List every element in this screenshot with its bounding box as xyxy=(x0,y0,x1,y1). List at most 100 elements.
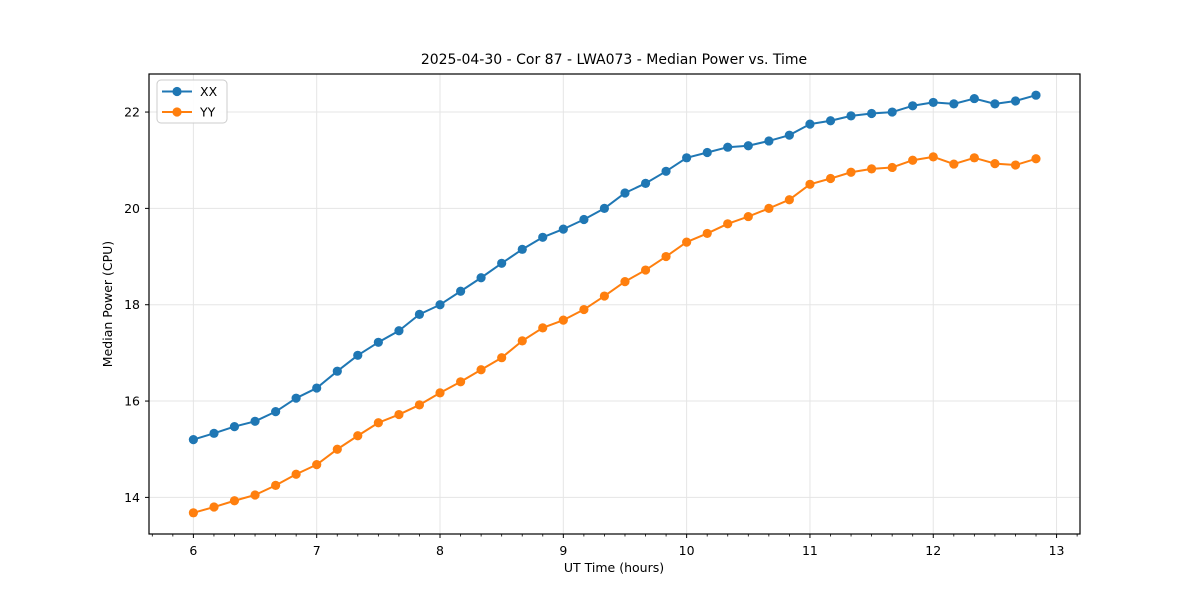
series-xx-marker xyxy=(1010,96,1021,106)
grid xyxy=(149,74,1080,534)
x-tick-label: 12 xyxy=(925,543,941,558)
series-xx-marker xyxy=(805,119,815,129)
series-yy-marker xyxy=(579,304,589,315)
y-axis-label: Median Power (CPU) xyxy=(100,241,115,367)
series-yy-marker xyxy=(908,155,918,165)
series-yy-line xyxy=(193,155,1037,514)
series-yy-marker xyxy=(743,211,753,222)
series-xx-marker xyxy=(188,434,198,445)
series-xx-marker xyxy=(209,428,219,438)
series-yy-marker xyxy=(846,167,856,177)
series-yy-marker xyxy=(250,490,260,500)
y-tick-label: 18 xyxy=(124,297,140,312)
x-tick-label: 11 xyxy=(802,543,818,558)
series-xx-marker xyxy=(908,101,918,111)
series-yy-marker xyxy=(867,164,877,174)
series-xx-marker xyxy=(517,244,527,254)
series-yy-marker xyxy=(887,162,897,173)
series-yy-marker xyxy=(702,228,712,239)
legend-label-xx: XX xyxy=(200,84,218,99)
x-tick-label: 10 xyxy=(679,543,695,558)
y-tick-label: 20 xyxy=(124,201,140,216)
axes: 6 7 8 9 10 11 12 13 14 16 18 20 22 xyxy=(124,105,1078,558)
series-yy-marker xyxy=(476,365,486,375)
series-yy-marker xyxy=(784,195,794,205)
series-xx-marker xyxy=(312,383,322,393)
series-yy-marker xyxy=(825,173,836,184)
series-yy-marker xyxy=(661,251,671,262)
legend-label-yy: YY xyxy=(199,105,216,120)
y-tick-label: 16 xyxy=(124,394,140,409)
series-yy-marker xyxy=(599,291,609,301)
legend-marker-yy xyxy=(172,107,182,117)
series-yy-marker xyxy=(497,353,507,363)
series-yy xyxy=(188,152,1041,518)
x-tick-label: 6 xyxy=(189,543,197,558)
series-xx-marker xyxy=(229,421,240,432)
series-xx-marker xyxy=(784,130,794,140)
series-xx-marker xyxy=(271,407,281,417)
series-yy-marker xyxy=(373,418,383,428)
series-xx-marker xyxy=(990,99,1000,109)
series-yy-marker xyxy=(723,219,733,229)
series-xx-marker xyxy=(661,166,671,176)
series-yy-marker xyxy=(949,159,959,169)
series-xx-marker xyxy=(949,99,959,109)
x-tick-label: 9 xyxy=(559,543,567,558)
series-yy-marker xyxy=(640,265,651,275)
legend-marker-xx xyxy=(172,86,182,97)
series-yy-marker xyxy=(394,409,404,420)
series-yy-marker xyxy=(538,323,548,333)
series-xx-marker xyxy=(599,203,609,213)
series-yy-marker xyxy=(928,152,938,162)
series-xx-marker xyxy=(743,141,753,151)
series-yy-marker xyxy=(764,203,774,213)
series-xx-marker xyxy=(476,273,486,283)
series-xx-marker xyxy=(353,350,363,360)
series-yy-marker xyxy=(312,460,322,470)
series-yy-marker xyxy=(332,444,342,454)
x-tick-label: 13 xyxy=(1049,543,1065,558)
series-yy-marker xyxy=(1010,160,1021,170)
series-xx-marker xyxy=(291,393,301,403)
series-xx-marker xyxy=(640,178,651,188)
series-xx-marker xyxy=(579,214,589,225)
series-yy-marker xyxy=(353,431,363,441)
series-yy-marker xyxy=(990,158,1000,169)
series-xx-marker xyxy=(250,416,260,426)
series-xx-marker xyxy=(456,286,466,296)
series-yy-marker xyxy=(620,277,630,287)
series-yy-marker xyxy=(188,508,198,518)
series-xx-marker xyxy=(682,153,692,163)
series-xx xyxy=(188,90,1041,445)
series-yy-marker xyxy=(805,179,815,189)
series-xx-marker xyxy=(1031,90,1041,100)
series-layer xyxy=(188,90,1041,518)
series-xx-marker xyxy=(887,107,897,117)
x-tick-label: 7 xyxy=(313,543,321,558)
chart-title: 2025-04-30 - Cor 87 - LWA073 - Median Po… xyxy=(421,52,807,68)
y-tick-label: 14 xyxy=(124,490,140,505)
series-xx-marker xyxy=(825,116,836,126)
series-yy-marker xyxy=(291,469,301,479)
x-tick-label: 8 xyxy=(436,543,444,558)
series-xx-marker xyxy=(928,97,938,108)
series-yy-marker xyxy=(229,496,240,506)
series-xx-marker xyxy=(969,93,979,104)
series-xx-marker xyxy=(414,309,425,319)
plot-frame xyxy=(148,73,1081,535)
series-yy-marker xyxy=(969,153,979,163)
series-xx-marker xyxy=(558,224,568,234)
series-yy-marker xyxy=(456,377,466,387)
y-tick-label: 22 xyxy=(124,105,140,120)
series-xx-marker xyxy=(538,232,548,242)
series-xx-marker xyxy=(723,142,733,152)
series-xx-marker xyxy=(702,147,712,158)
series-xx-marker xyxy=(435,300,445,310)
legend: XX YY xyxy=(156,79,228,124)
series-yy-marker xyxy=(558,315,568,325)
series-yy-marker xyxy=(271,480,281,490)
series-xx-marker xyxy=(497,258,507,268)
